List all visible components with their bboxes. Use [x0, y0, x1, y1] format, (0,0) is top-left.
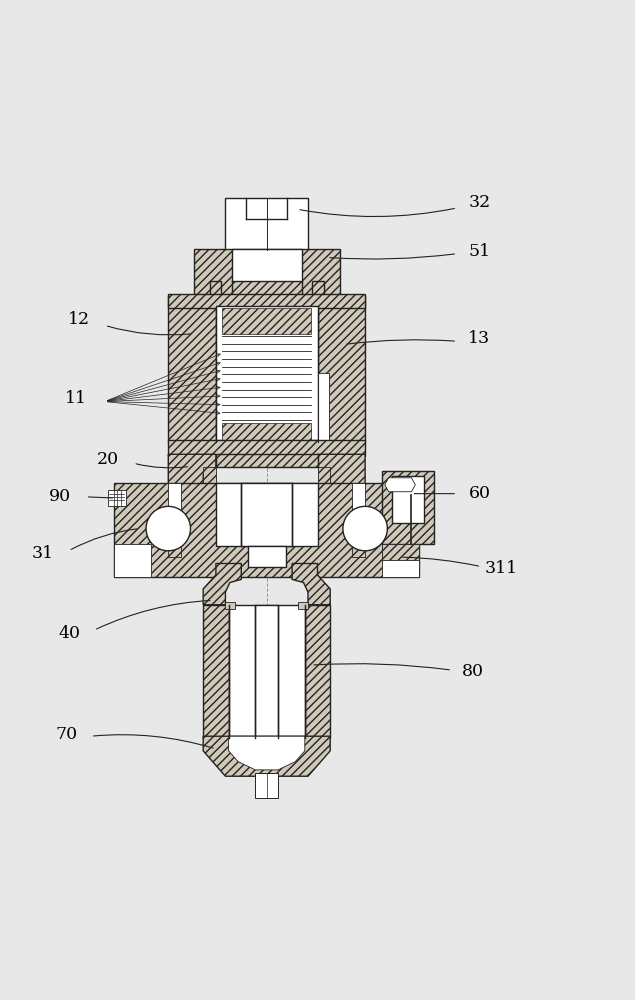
- Bar: [232, 281, 302, 297]
- Text: 70: 70: [56, 726, 77, 743]
- Bar: [382, 544, 419, 560]
- Bar: [318, 467, 330, 484]
- Bar: [114, 544, 151, 577]
- Bar: [305, 605, 330, 738]
- Bar: [392, 476, 424, 523]
- Bar: [352, 483, 365, 546]
- Bar: [114, 483, 419, 577]
- Bar: [194, 249, 340, 299]
- Text: 13: 13: [469, 330, 490, 347]
- Bar: [225, 198, 308, 250]
- Bar: [168, 544, 181, 557]
- Bar: [225, 602, 235, 609]
- Bar: [108, 490, 126, 506]
- Circle shape: [146, 506, 190, 551]
- Bar: [168, 483, 181, 546]
- Bar: [210, 281, 221, 299]
- Bar: [216, 483, 318, 546]
- Bar: [312, 281, 324, 299]
- Bar: [216, 306, 318, 440]
- Polygon shape: [318, 454, 365, 484]
- Bar: [229, 605, 305, 738]
- Bar: [222, 308, 311, 334]
- Text: 311: 311: [485, 560, 518, 577]
- Bar: [216, 454, 318, 467]
- Text: 32: 32: [468, 194, 491, 211]
- Polygon shape: [229, 736, 305, 770]
- Bar: [255, 605, 278, 738]
- Text: 90: 90: [50, 488, 71, 505]
- Bar: [318, 296, 365, 442]
- Bar: [203, 605, 229, 738]
- Text: 60: 60: [469, 485, 490, 502]
- Bar: [232, 249, 302, 282]
- Bar: [222, 423, 311, 442]
- Bar: [255, 773, 278, 798]
- Bar: [298, 602, 308, 609]
- Bar: [168, 440, 365, 456]
- Text: 20: 20: [97, 451, 119, 468]
- Bar: [352, 544, 365, 557]
- Circle shape: [343, 506, 387, 551]
- Bar: [318, 373, 329, 442]
- Bar: [241, 483, 292, 546]
- Bar: [203, 467, 216, 484]
- Bar: [248, 546, 286, 567]
- Bar: [168, 296, 216, 442]
- Text: 11: 11: [65, 390, 87, 407]
- Polygon shape: [385, 478, 415, 492]
- Bar: [382, 544, 419, 577]
- Polygon shape: [168, 454, 216, 484]
- Text: 12: 12: [69, 311, 90, 328]
- Text: 80: 80: [462, 663, 484, 680]
- Polygon shape: [292, 564, 330, 605]
- Bar: [168, 294, 365, 308]
- Text: 40: 40: [59, 625, 81, 642]
- Text: 51: 51: [469, 243, 490, 260]
- Polygon shape: [203, 736, 330, 776]
- Bar: [382, 471, 434, 544]
- Polygon shape: [203, 564, 241, 605]
- Text: 31: 31: [32, 545, 54, 562]
